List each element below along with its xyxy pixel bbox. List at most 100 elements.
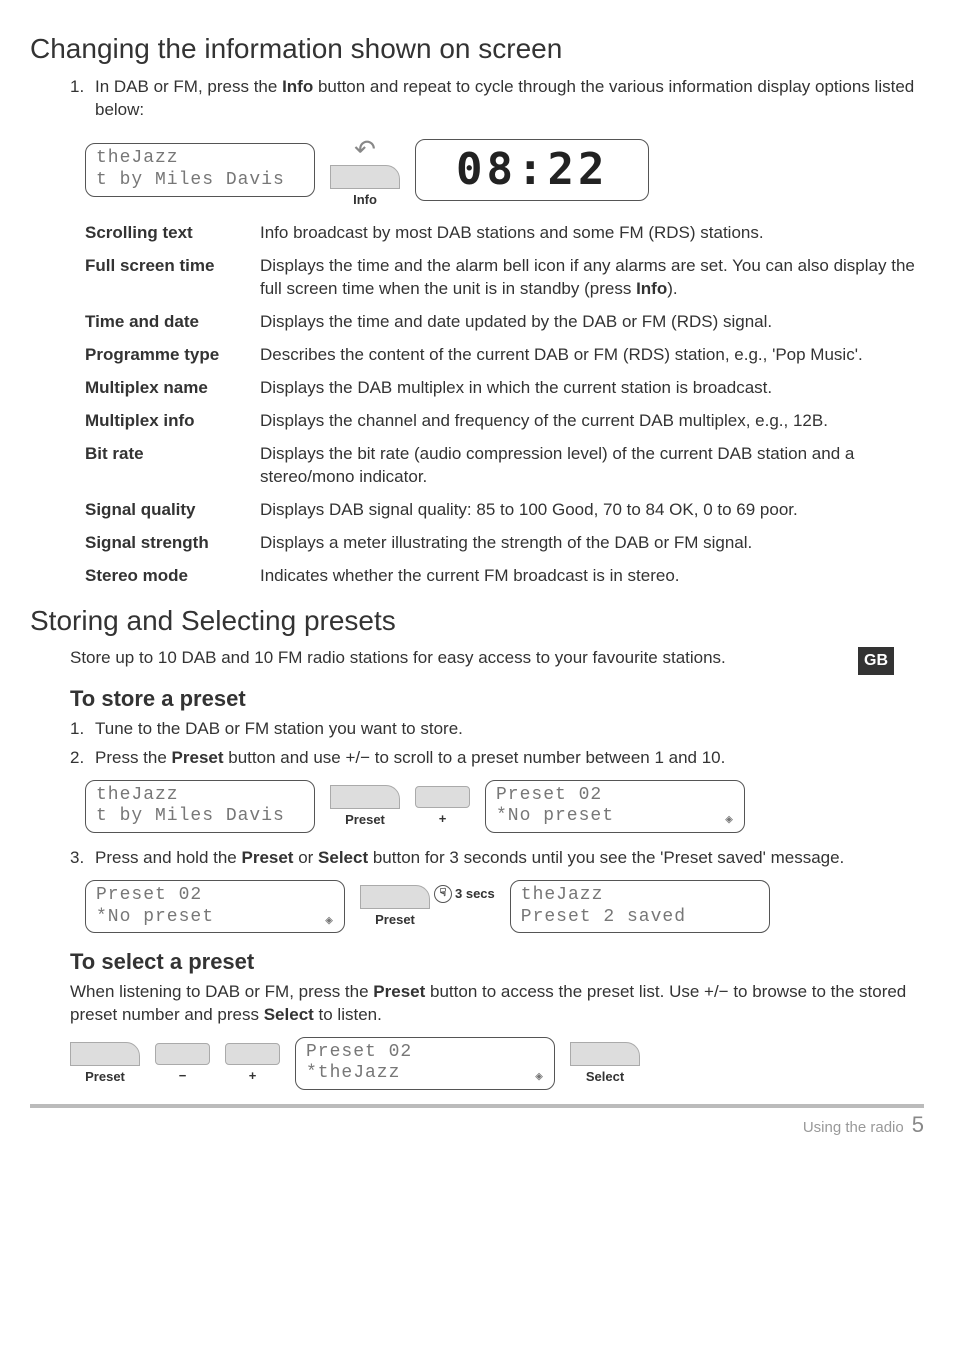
text: or <box>293 848 318 867</box>
lcd-line2: Preset 2 saved <box>521 907 759 929</box>
text-bold: Info <box>282 77 313 96</box>
step-text: Press and hold the Preset or Select butt… <box>95 847 844 870</box>
info-row: Signal qualityDisplays DAB signal qualit… <box>85 499 924 522</box>
step-text: Press the Preset button and use +/− to s… <box>95 747 725 770</box>
button-label: − <box>179 1067 187 1085</box>
button-label: Preset <box>375 911 415 929</box>
clock-display: 08:22 <box>415 139 649 200</box>
lcd-line1: theJazz <box>96 148 304 170</box>
text-bold: Preset <box>241 848 293 867</box>
lcd-display: Preset 02 *No preset ◈ <box>485 780 745 833</box>
lcd-display: Preset 02 *No preset ◈ <box>85 880 345 933</box>
info-row: Time and dateDisplays the time and date … <box>85 311 924 334</box>
finger-icon: ☟ <box>434 885 452 903</box>
info-label: Signal quality <box>85 499 260 522</box>
lcd-display: theJazz t by Miles Davis <box>85 143 315 196</box>
select-button[interactable]: Select <box>570 1042 640 1086</box>
info-row: Stereo modeIndicates whether the current… <box>85 565 924 588</box>
info-label: Time and date <box>85 311 260 334</box>
button-label: Preset <box>345 811 385 829</box>
lcd-line2: t by Miles Davis <box>96 806 304 828</box>
info-desc: Displays a meter illustrating the streng… <box>260 532 924 555</box>
button-label: + <box>439 810 447 828</box>
info-label: Signal strength <box>85 532 260 555</box>
button-shape <box>415 786 470 808</box>
preset-button-hold[interactable]: Preset <box>360 885 430 929</box>
button-label: + <box>249 1067 257 1085</box>
info-row: Scrolling textInfo broadcast by most DAB… <box>85 222 924 245</box>
page-footer: Using the radio 5 <box>30 1104 924 1140</box>
speaker-icon: ◈ <box>325 913 334 929</box>
button-shape <box>360 885 430 909</box>
info-row: Multiplex infoDisplays the channel and f… <box>85 410 924 433</box>
info-desc: Info broadcast by most DAB stations and … <box>260 222 924 245</box>
info-desc: Displays the channel and frequency of th… <box>260 410 924 433</box>
preset-button[interactable]: Preset <box>330 785 400 829</box>
lcd-line1: theJazz <box>96 785 304 807</box>
heading-info-screen: Changing the information shown on screen <box>30 30 924 68</box>
lcd-line2: *No preset <box>496 806 614 828</box>
store-step-2: 2. Press the Preset button and use +/− t… <box>70 747 924 770</box>
text: button for 3 seconds until you see the '… <box>368 848 844 867</box>
lcd-line2: t by Miles Davis <box>96 170 304 192</box>
info-desc: Displays the bit rate (audio compression… <box>260 443 924 489</box>
speaker-icon: ◈ <box>535 1069 544 1085</box>
lcd-line2: *No preset <box>96 907 214 929</box>
text: Press the <box>95 748 172 767</box>
minus-button[interactable]: − <box>155 1043 210 1085</box>
button-shape <box>330 165 400 189</box>
lcd-display: theJazz Preset 2 saved <box>510 880 770 933</box>
button-label: Preset <box>85 1068 125 1086</box>
info-row: Full screen timeDisplays the time and th… <box>85 255 924 301</box>
info-row: Multiplex nameDisplays the DAB multiplex… <box>85 377 924 400</box>
info-desc: Displays the DAB multiplex in which the … <box>260 377 924 400</box>
text: In DAB or FM, press the <box>95 77 282 96</box>
lcd-line1: Preset 02 <box>306 1042 412 1064</box>
button-shape <box>570 1042 640 1066</box>
heading-presets: Storing and Selecting presets <box>30 602 924 640</box>
step-num: 3. <box>70 847 95 870</box>
store-step-1: 1. Tune to the DAB or FM station you wan… <box>70 718 924 741</box>
info-label: Scrolling text <box>85 222 260 245</box>
button-label: Info <box>353 191 377 209</box>
plus-button[interactable]: + <box>415 786 470 828</box>
heading-store-preset: To store a preset <box>70 684 924 714</box>
info-label: Multiplex info <box>85 410 260 433</box>
info-desc: Describes the content of the current DAB… <box>260 344 924 367</box>
info-label: Programme type <box>85 344 260 367</box>
info-row: Programme typeDescribes the content of t… <box>85 344 924 367</box>
text-bold: Select <box>318 848 368 867</box>
preset-button[interactable]: Preset <box>70 1042 140 1086</box>
footer-page-number: 5 <box>912 1110 924 1140</box>
lcd-line1: theJazz <box>521 885 759 907</box>
text: Press and hold the <box>95 848 241 867</box>
lcd-line1: Preset 02 <box>96 885 214 907</box>
text: button and use +/− to scroll to a preset… <box>224 748 726 767</box>
footer-section: Using the radio <box>803 1118 904 1138</box>
store-step-3: 3. Press and hold the Preset or Select b… <box>70 847 924 870</box>
button-shape <box>70 1042 140 1066</box>
diagram-row-4: Preset − + Preset 02 *theJazz ◈ Select <box>70 1037 924 1090</box>
hold-indicator: ☟ 3 secs <box>434 885 495 903</box>
plus-button[interactable]: + <box>225 1043 280 1085</box>
lcd-line2: *theJazz <box>306 1063 412 1085</box>
text: When listening to DAB or FM, press the <box>70 982 373 1001</box>
info-desc: Displays the time and the alarm bell ico… <box>260 255 924 301</box>
step-text: In DAB or FM, press the Info button and … <box>95 76 924 122</box>
info-button[interactable]: ↶ Info <box>330 132 400 209</box>
button-label: Select <box>586 1068 624 1086</box>
diagram-row-2: theJazz t by Miles Davis Preset + Preset… <box>85 780 924 833</box>
button-shape <box>155 1043 210 1065</box>
info-label: Stereo mode <box>85 565 260 588</box>
info-row: Bit rateDisplays the bit rate (audio com… <box>85 443 924 489</box>
lcd-display: theJazz t by Miles Davis <box>85 780 315 833</box>
info-desc: Indicates whether the current FM broadca… <box>260 565 924 588</box>
step-text: Tune to the DAB or FM station you want t… <box>95 718 463 741</box>
heading-select-preset: To select a preset <box>70 947 924 977</box>
info-table: Scrolling textInfo broadcast by most DAB… <box>85 222 924 587</box>
step-num: 1. <box>70 718 95 741</box>
undo-arrow-icon: ↶ <box>354 132 376 167</box>
text-bold: Select <box>264 1005 314 1024</box>
info-desc: Displays DAB signal quality: 85 to 100 G… <box>260 499 924 522</box>
step-num: 2. <box>70 747 95 770</box>
